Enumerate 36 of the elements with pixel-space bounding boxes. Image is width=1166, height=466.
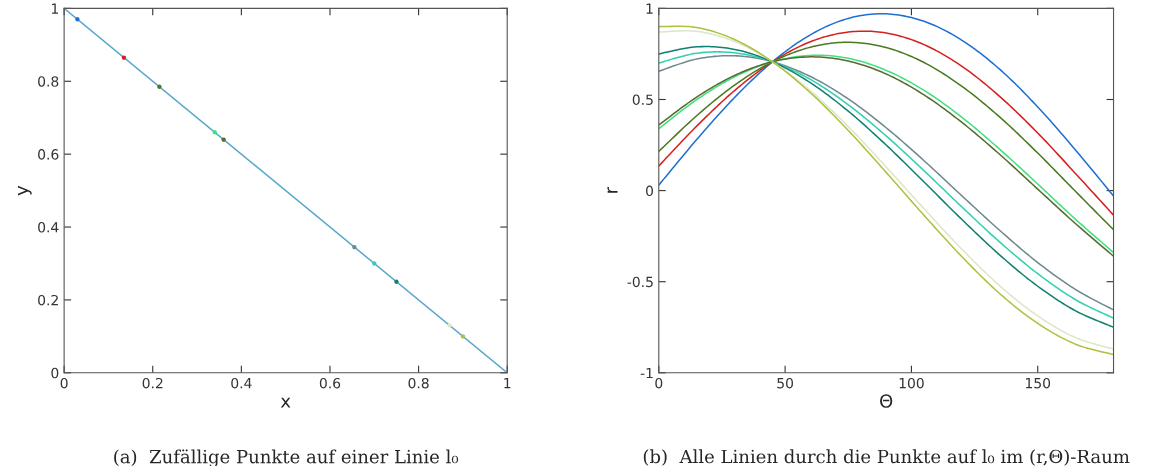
y-axis-title: y xyxy=(18,185,32,196)
x-axis-title: x xyxy=(280,397,291,408)
y-tick-label: 0 xyxy=(646,185,654,197)
point xyxy=(121,55,127,60)
y-tick-label: 0.2 xyxy=(38,294,58,306)
y-tick-label: -0.5 xyxy=(627,276,653,288)
point xyxy=(394,279,399,284)
y-tick-label: 0.8 xyxy=(38,76,59,87)
point xyxy=(221,137,226,142)
point xyxy=(352,244,357,250)
x-tick-label: 0.2 xyxy=(142,377,163,389)
text: (b) Alle Linien durch die Punkte auf l₀ im (r,Θ)-Raum xyxy=(643,449,1130,466)
y-tick-label: 0 xyxy=(51,367,59,379)
point xyxy=(157,84,162,89)
x-tick-label: 0.8 xyxy=(408,377,429,389)
x-tick-label: 0.6 xyxy=(319,377,341,389)
y-tick-label: 0.5 xyxy=(632,94,653,105)
x-tick-label: 1 xyxy=(504,378,511,389)
point xyxy=(75,17,80,22)
y-tick-label: -1 xyxy=(640,367,653,379)
y-tick-label: 1 xyxy=(51,3,58,14)
y-tick-label: 0.6 xyxy=(38,149,59,160)
point xyxy=(372,261,377,266)
y-tick-label: 1 xyxy=(646,3,653,14)
x-tick-label: 0 xyxy=(60,377,68,389)
x-tick-label: 150 xyxy=(1026,377,1051,389)
x-tick-label: 100 xyxy=(899,377,924,389)
y-tick-label: 0.4 xyxy=(38,222,59,233)
x-tick-label: 0 xyxy=(655,377,663,389)
point xyxy=(460,334,466,339)
y-axis-title: r xyxy=(607,186,618,193)
point xyxy=(447,323,452,328)
x-axis-title: Θ xyxy=(880,394,893,408)
point xyxy=(212,130,217,135)
x-tick-label: 50 xyxy=(777,377,794,389)
x-tick-label: 0.4 xyxy=(231,377,252,389)
